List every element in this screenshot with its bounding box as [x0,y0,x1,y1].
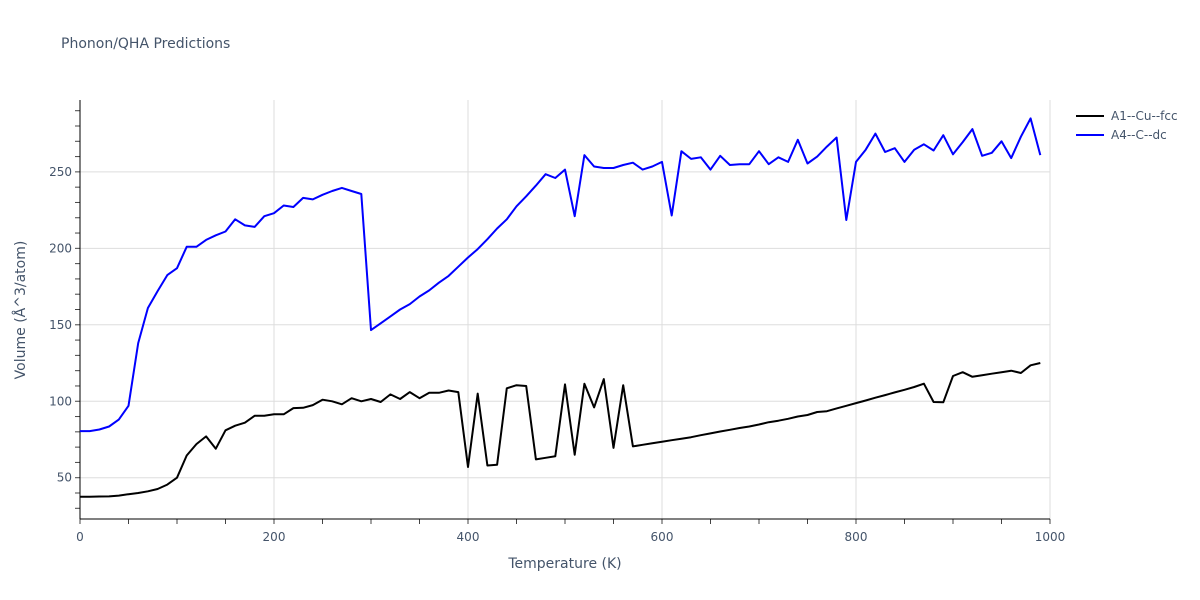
legend-item-c-dc[interactable]: A4--C--dc [1076,125,1178,144]
legend-label: A1--Cu--fcc [1111,108,1178,123]
axes: 0 200 400 600 800 1000 50 100 150 200 250 [49,100,1065,544]
x-tick-label: 800 [845,530,868,544]
legend-line-swatch-icon [1076,114,1104,117]
y-tick-label: 250 [49,165,72,179]
y-axis-title: Volume (Å^3/atom) [12,241,29,380]
y-tick-label: 200 [49,241,72,255]
chart-title: Phonon/QHA Predictions [61,36,231,52]
series-line-1[interactable] [80,117,1042,433]
y-tick-label: 50 [57,471,72,485]
legend-item-cu-fcc[interactable]: A1--Cu--fcc [1076,106,1178,125]
x-axis-title: Temperature (K) [507,556,621,572]
y-tick-label: 150 [49,318,72,332]
y-tick-label: 100 [49,394,72,408]
series-line-0[interactable] [79,362,1041,498]
legend-line-swatch-icon [1076,133,1104,136]
x-tick-label: 200 [263,530,286,544]
x-tick-label: 400 [457,530,480,544]
x-tick-label: 0 [76,530,84,544]
legend-label: A4--C--dc [1111,127,1167,142]
x-tick-label: 600 [651,530,674,544]
series-lines [79,117,1042,498]
legend: A1--Cu--fcc A4--C--dc [1076,106,1178,144]
x-tick-label: 1000 [1035,530,1066,544]
